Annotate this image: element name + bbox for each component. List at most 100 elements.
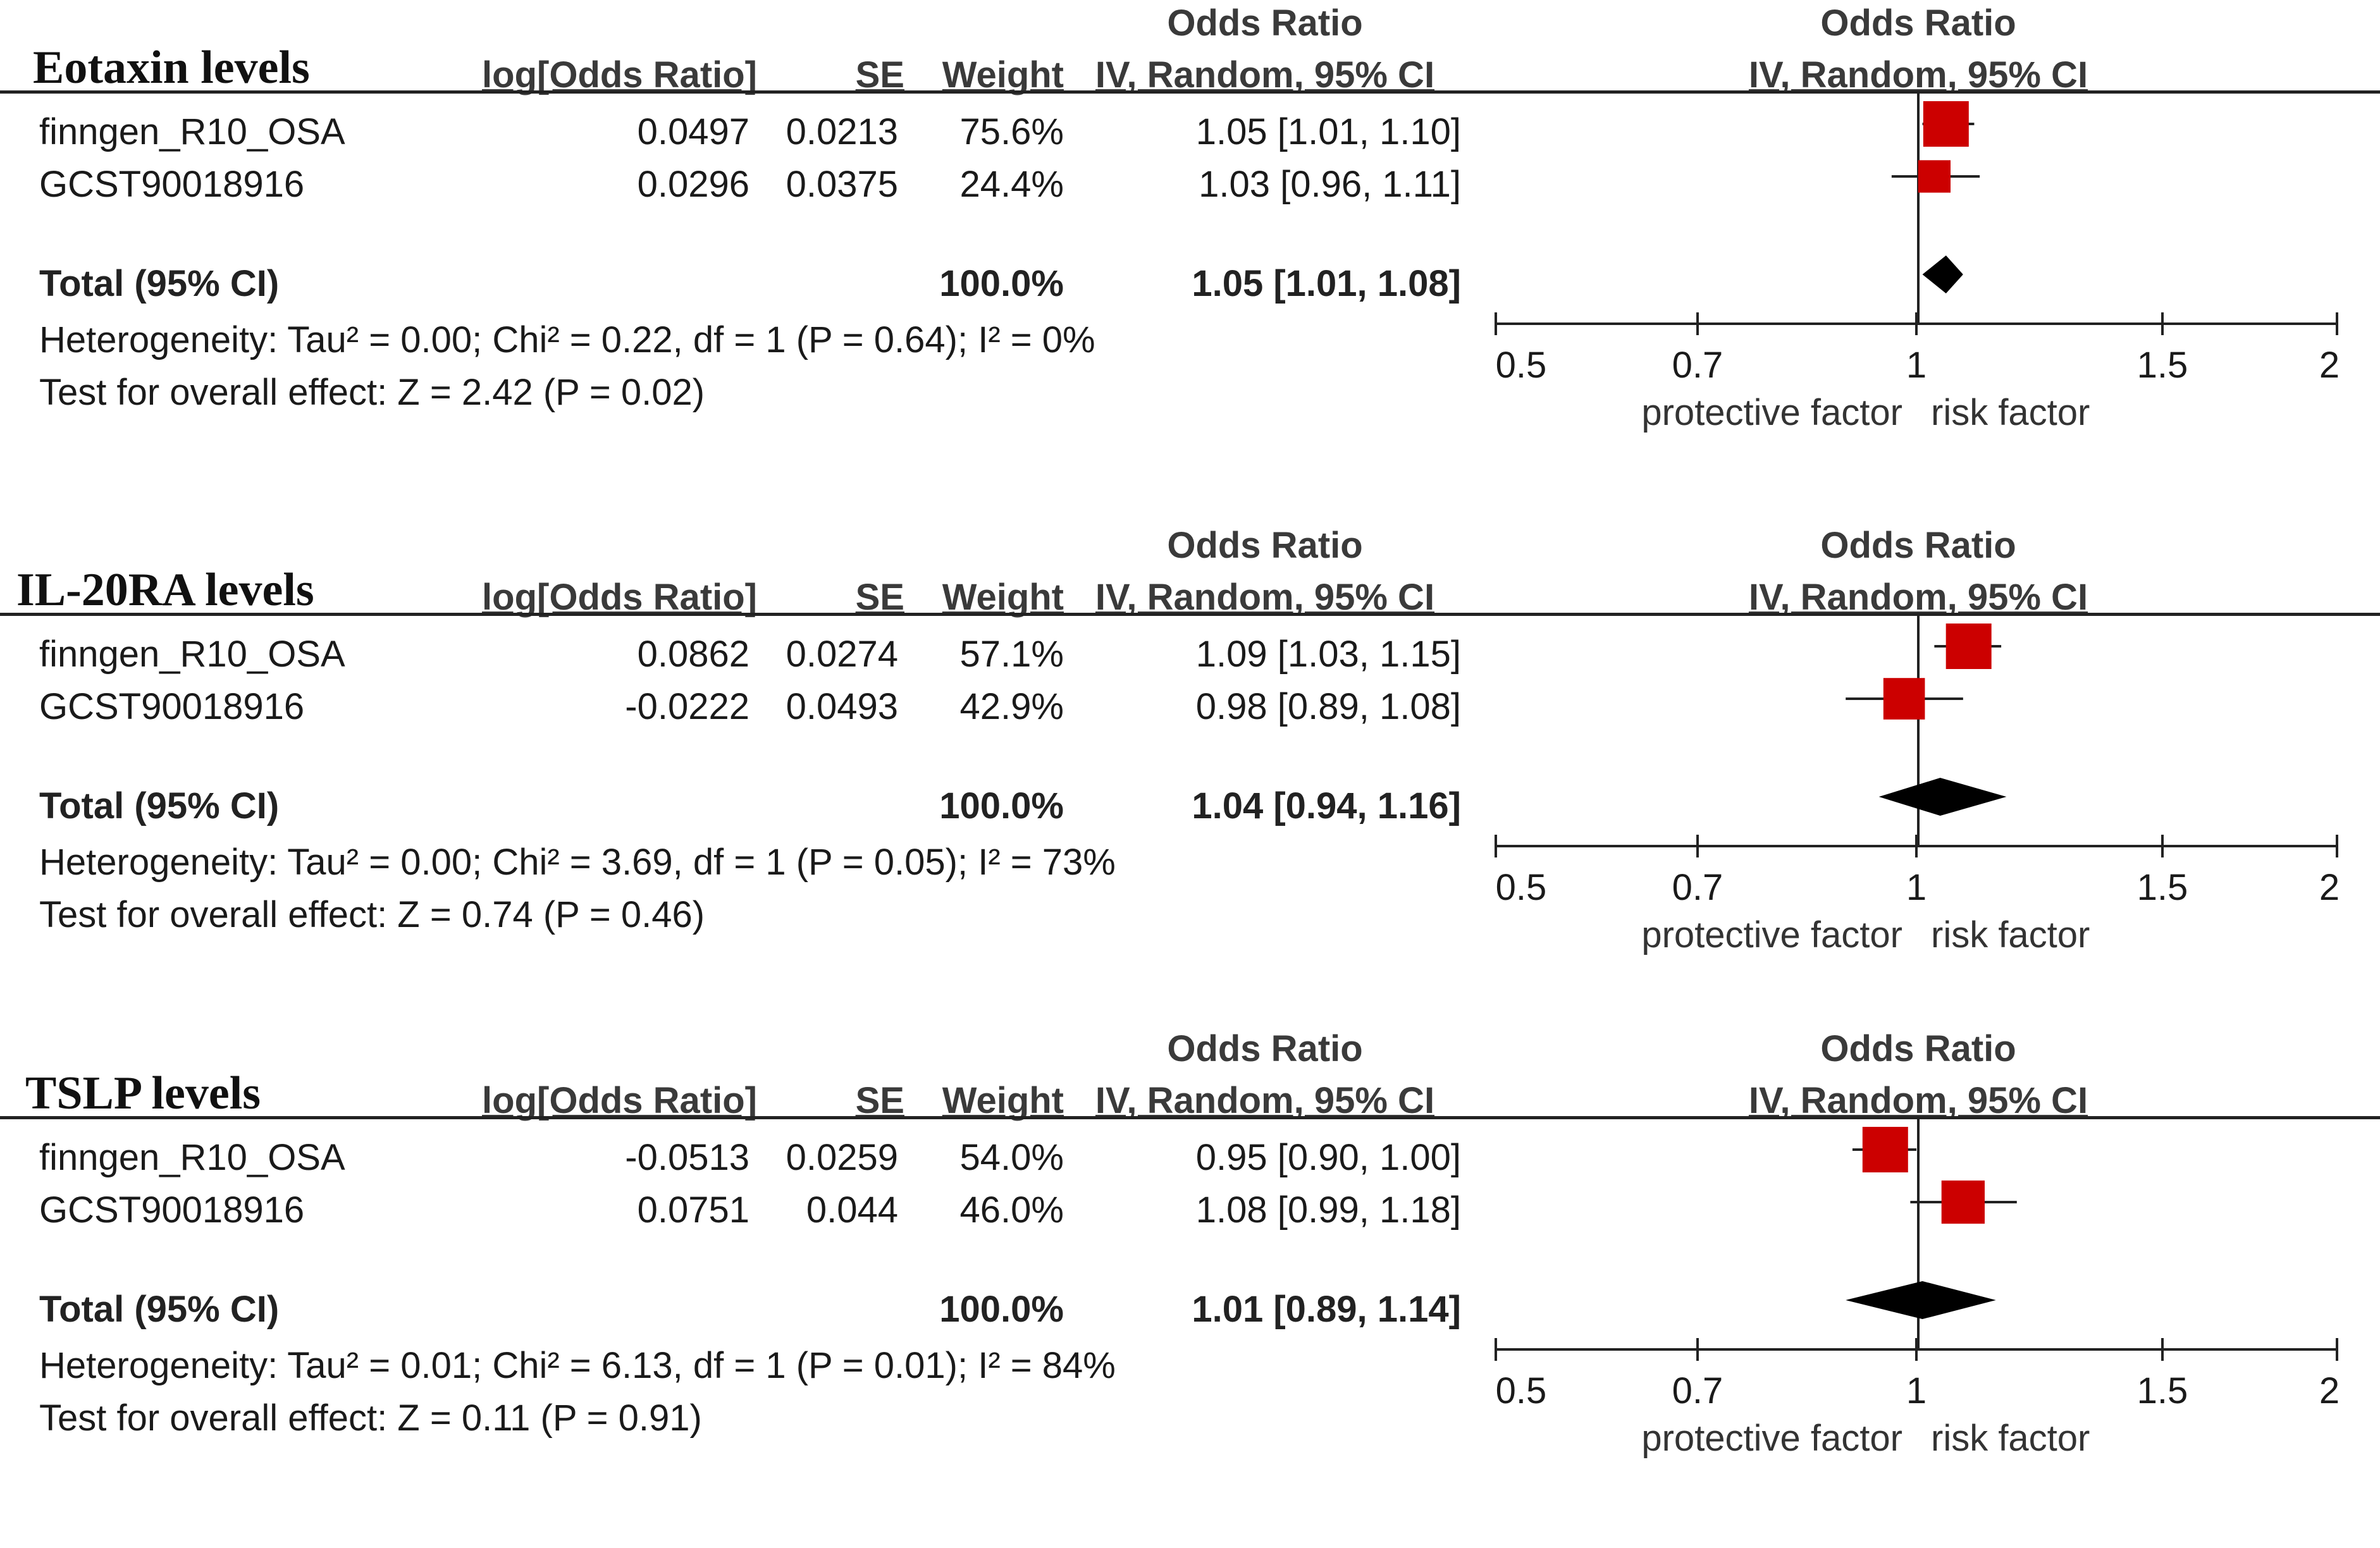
protective-factor-label: protective factor [1641, 914, 1902, 955]
header-rule [0, 90, 2380, 94]
study-effect-square [1941, 1180, 1985, 1224]
pooled-effect-diamond [1922, 255, 1963, 293]
header-rule [0, 613, 2380, 616]
protective-factor-label: protective factor [1641, 1418, 1902, 1459]
header-weight: Weight [942, 54, 1064, 95]
header-se: SE [855, 54, 904, 95]
study-log-or: -0.0513 [625, 1137, 749, 1178]
risk-factor-label: risk factor [1931, 392, 2090, 433]
plot-header-odds-ratio: Odds Ratio [1820, 1028, 2016, 1069]
study-effect-square [1923, 101, 1969, 147]
study-weight: 24.4% [959, 164, 1064, 205]
overall-effect-test: Test for overall effect: Z = 2.42 (P = 0… [39, 372, 705, 413]
header-ci-method: IV, Random, 95% CI [1095, 54, 1435, 95]
study-effect-square [1918, 160, 1951, 193]
pooled-effect-diamond [1878, 778, 2007, 816]
panel-title: Eotaxin levels [33, 42, 310, 94]
x-axis-tick-label: 2 [2319, 1370, 2340, 1411]
x-axis-tick-label: 0.5 [1496, 1370, 1547, 1411]
study-se: 0.0493 [786, 686, 898, 727]
header-ci-method: IV, Random, 95% CI [1095, 1080, 1435, 1121]
forest-plot: 0.5 0.7 1 1.5 2 protective factor risk factor [1495, 90, 2340, 433]
study-weight: 42.9% [959, 686, 1064, 727]
study-effect-square [1862, 1127, 1908, 1172]
heterogeneity-stats: Heterogeneity: Tau² = 0.00; Chi² = 0.22,… [39, 319, 1095, 360]
study-log-or: 0.0497 [637, 111, 749, 152]
study-weight: 54.0% [959, 1137, 1064, 1178]
total-weight: 100.0% [939, 263, 1064, 304]
overall-effect-test: Test for overall effect: Z = 0.74 (P = 0… [39, 894, 705, 935]
total-label: Total (95% CI) [39, 785, 280, 826]
study-log-or: -0.0222 [625, 686, 749, 727]
x-axis-tick-label: 0.7 [1672, 867, 1723, 908]
header-ci-method: IV, Random, 95% CI [1095, 577, 1435, 618]
x-axis-tick-label: 2 [2319, 345, 2340, 386]
header-se: SE [855, 1080, 904, 1121]
study-or-ci: 0.95 [0.90, 1.00] [1195, 1137, 1461, 1178]
forest-plot-figure: Eotaxin levels log[Odds Ratio] SE Weight Odd… [0, 3, 2380, 1459]
study-effect-square [1883, 678, 1925, 720]
study-weight: 75.6% [959, 111, 1064, 152]
study-se: 0.0259 [786, 1137, 898, 1178]
study-name: finngen_R10_OSA [39, 634, 345, 675]
x-axis-tick-label: 1 [1906, 867, 1927, 908]
x-axis-tick-label: 1.5 [2137, 345, 2188, 386]
study-effect-square [1945, 624, 1992, 669]
study-name: GCST90018916 [39, 1189, 305, 1231]
total-or-ci: 1.05 [1.01, 1.08] [1192, 263, 1461, 304]
header-log-odds-ratio: log[Odds Ratio] [482, 54, 757, 95]
x-axis-tick-label: 1 [1906, 1370, 1927, 1411]
study-weight: 46.0% [959, 1189, 1064, 1231]
study-name: GCST90018916 [39, 686, 305, 727]
study-or-ci: 1.09 [1.03, 1.15] [1195, 634, 1461, 675]
header-odds-ratio: Odds Ratio [1167, 3, 1363, 44]
header-weight: Weight [942, 577, 1064, 618]
study-name: GCST90018916 [39, 164, 305, 205]
plot-header-ci-method: IV, Random, 95% CI [1748, 1080, 2088, 1121]
header-se: SE [855, 577, 904, 618]
total-or-ci: 1.01 [0.89, 1.14] [1192, 1289, 1461, 1330]
panel-title: IL-20RA levels [16, 564, 314, 616]
total-weight: 100.0% [939, 785, 1064, 826]
header-log-odds-ratio: log[Odds Ratio] [482, 577, 757, 618]
forest-plot: 0.5 0.7 1 1.5 2 protective factor risk factor [1495, 613, 2340, 955]
study-weight: 57.1% [959, 634, 1064, 675]
study-or-ci: 0.98 [0.89, 1.08] [1195, 686, 1461, 727]
plot-header-ci-method: IV, Random, 95% CI [1748, 54, 2088, 95]
x-axis-tick-label: 0.7 [1672, 345, 1723, 386]
total-or-ci: 1.04 [0.94, 1.16] [1192, 785, 1461, 826]
x-axis-tick-label: 1 [1906, 345, 1927, 386]
header-odds-ratio: Odds Ratio [1167, 525, 1363, 566]
study-or-ci: 1.05 [1.01, 1.10] [1195, 111, 1461, 152]
study-se: 0.0274 [786, 634, 898, 675]
study-name: finngen_R10_OSA [39, 111, 345, 152]
header-log-odds-ratio: log[Odds Ratio] [482, 1080, 757, 1121]
x-axis-tick-label: 0.5 [1496, 867, 1547, 908]
study-se: 0.044 [806, 1189, 898, 1231]
plot-header-odds-ratio: Odds Ratio [1820, 525, 2016, 566]
study-or-ci: 1.03 [0.96, 1.11] [1199, 164, 1461, 205]
x-axis-tick-label: 1.5 [2137, 1370, 2188, 1411]
pooled-effect-diamond [1846, 1281, 1996, 1319]
header-odds-ratio: Odds Ratio [1167, 1028, 1363, 1069]
plot-header-ci-method: IV, Random, 95% CI [1748, 577, 2088, 618]
study-se: 0.0213 [786, 111, 898, 152]
total-weight: 100.0% [939, 1289, 1064, 1330]
risk-factor-label: risk factor [1931, 1418, 2090, 1459]
total-label: Total (95% CI) [39, 263, 280, 304]
x-axis-tick-label: 1.5 [2137, 867, 2188, 908]
header-weight: Weight [942, 1080, 1064, 1121]
study-log-or: 0.0862 [637, 634, 749, 675]
x-axis-tick-label: 0.7 [1672, 1370, 1723, 1411]
heterogeneity-stats: Heterogeneity: Tau² = 0.01; Chi² = 6.13,… [39, 1345, 1116, 1386]
risk-factor-label: risk factor [1931, 914, 2090, 955]
study-se: 0.0375 [786, 164, 898, 205]
x-axis-tick-label: 0.5 [1496, 345, 1547, 386]
header-rule [0, 1116, 2380, 1119]
study-or-ci: 1.08 [0.99, 1.18] [1195, 1189, 1461, 1231]
study-log-or: 0.0296 [637, 164, 749, 205]
x-axis-tick-label: 2 [2319, 867, 2340, 908]
study-log-or: 0.0751 [637, 1189, 749, 1231]
study-name: finngen_R10_OSA [39, 1137, 345, 1178]
total-label: Total (95% CI) [39, 1289, 280, 1330]
